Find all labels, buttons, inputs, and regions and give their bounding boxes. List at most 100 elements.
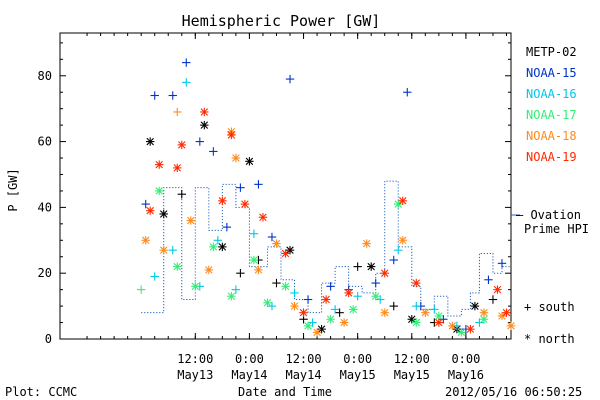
marker-stroke xyxy=(408,315,416,324)
marker-stroke xyxy=(205,266,213,274)
ovation-hpi-step-path xyxy=(141,180,511,317)
marker-stroke xyxy=(218,197,227,205)
north-point-metp-02 xyxy=(285,245,295,255)
south-point-noaa-15 xyxy=(326,282,335,291)
south-point-noaa-16 xyxy=(394,245,403,255)
marker-stroke xyxy=(141,236,150,245)
ovation-legend-label-1: – Ovation xyxy=(516,208,581,222)
x-tick-time-label: 0:00 xyxy=(451,352,480,366)
south-point-noaa-15 xyxy=(236,183,245,192)
south-point-noaa-15 xyxy=(267,232,277,242)
marker-stroke xyxy=(448,322,457,330)
north-point-noaa-18 xyxy=(479,308,489,317)
north-point-noaa-19 xyxy=(434,318,444,327)
north-point-noaa-18 xyxy=(254,265,263,275)
x-tick-date-label: May16 xyxy=(448,368,484,382)
north-point-noaa-18 xyxy=(448,321,457,331)
south-point-noaa-16 xyxy=(353,292,362,301)
marker-stroke xyxy=(281,249,290,258)
north-point-noaa-17 xyxy=(303,321,313,331)
marker-stroke xyxy=(480,315,488,324)
north-point-noaa-18 xyxy=(339,318,349,327)
marker-stroke xyxy=(241,200,249,208)
marker-stroke xyxy=(187,216,195,225)
north-point-noaa-19 xyxy=(227,130,236,140)
marker-stroke xyxy=(272,239,281,248)
marker-stroke xyxy=(227,292,236,300)
north-point-metp-02 xyxy=(146,137,155,146)
north-marker-label: * north xyxy=(524,332,575,346)
x-tick-date-label: May14 xyxy=(231,368,267,382)
marker-stroke xyxy=(227,131,236,139)
marker-stroke xyxy=(498,312,506,320)
north-point-noaa-19 xyxy=(177,140,186,150)
south-point-noaa-15 xyxy=(389,255,398,265)
south-point-noaa-15 xyxy=(209,147,218,156)
x-tick-time-label: 0:00 xyxy=(343,352,372,366)
south-point-noaa-15 xyxy=(254,180,263,189)
marker-stroke xyxy=(178,141,186,149)
marker-stroke xyxy=(394,200,402,208)
marker-stroke xyxy=(173,262,182,271)
marker-stroke xyxy=(493,285,502,294)
north-point-noaa-19 xyxy=(146,206,155,215)
marker-stroke xyxy=(340,318,348,327)
south-point-metp-02 xyxy=(353,262,362,271)
marker-stroke xyxy=(399,197,407,205)
south-point-noaa-16 xyxy=(475,318,484,327)
north-point-noaa-19 xyxy=(380,268,389,278)
south-point-noaa-15 xyxy=(285,74,295,84)
south-point-metp-02 xyxy=(335,308,344,317)
south-point-noaa-15 xyxy=(168,91,177,100)
north-point-noaa-17 xyxy=(412,318,421,327)
marker-stroke xyxy=(155,187,163,195)
south-point-noaa-15 xyxy=(497,259,507,268)
south-point-noaa-16 xyxy=(308,318,317,327)
north-point-metp-02 xyxy=(245,157,254,166)
south-point-noaa-16 xyxy=(168,245,177,255)
marker-stroke xyxy=(313,328,321,337)
north-point-noaa-17 xyxy=(263,298,272,308)
south-point-noaa-15 xyxy=(484,275,493,284)
south-point-noaa-15 xyxy=(141,199,150,209)
north-point-noaa-18 xyxy=(159,245,168,255)
north-point-noaa-19 xyxy=(200,107,209,117)
plot-credit: Plot: CCMC xyxy=(5,385,77,399)
north-point-metp-02 xyxy=(366,262,376,271)
north-point-metp-02 xyxy=(317,324,326,334)
north-point-noaa-17 xyxy=(371,292,380,301)
series-noaa-18 xyxy=(141,107,516,337)
marker-stroke xyxy=(146,206,154,215)
south-point-noaa-16 xyxy=(231,285,241,294)
marker-stroke xyxy=(466,325,475,333)
marker-stroke xyxy=(281,282,290,291)
north-point-noaa-17 xyxy=(155,186,164,196)
north-point-noaa-17 xyxy=(249,255,259,265)
generated-timestamp: 2012/05/16 06:50:25 xyxy=(445,385,582,399)
south-point-noaa-16 xyxy=(330,305,340,314)
north-point-noaa-19 xyxy=(155,160,164,169)
north-point-noaa-17 xyxy=(457,328,466,337)
legend-item: NOAA-18 xyxy=(526,129,577,143)
north-point-noaa-18 xyxy=(421,308,430,317)
plot-frame xyxy=(59,32,512,340)
legend: METP-02 NOAA-15 NOAA-16 NOAA-17 NOAA-18 NOAA-… xyxy=(526,45,577,164)
south-point-noaa-16 xyxy=(267,301,277,311)
marker-stroke xyxy=(173,164,182,172)
series-noaa-19 xyxy=(146,107,511,334)
x-tick-time-label: 12:00 xyxy=(285,352,321,366)
x-tick-time-label: 12:00 xyxy=(177,352,213,366)
marker-stroke xyxy=(435,318,443,327)
north-point-noaa-18 xyxy=(141,236,150,245)
series-noaa-17 xyxy=(136,186,489,337)
y-axis-ticks: 0 20 40 60 80 xyxy=(38,42,511,346)
y-axis-label: P [GW] xyxy=(6,168,20,211)
marker-stroke xyxy=(367,262,375,271)
y-tick-label: 20 xyxy=(38,266,52,280)
north-point-metp-02 xyxy=(470,301,480,311)
y-tick-label: 80 xyxy=(38,69,52,83)
north-point-noaa-18 xyxy=(506,321,516,331)
south-point-noaa-16 xyxy=(430,305,439,314)
marker-stroke xyxy=(263,299,272,307)
north-point-noaa-19 xyxy=(493,285,502,294)
